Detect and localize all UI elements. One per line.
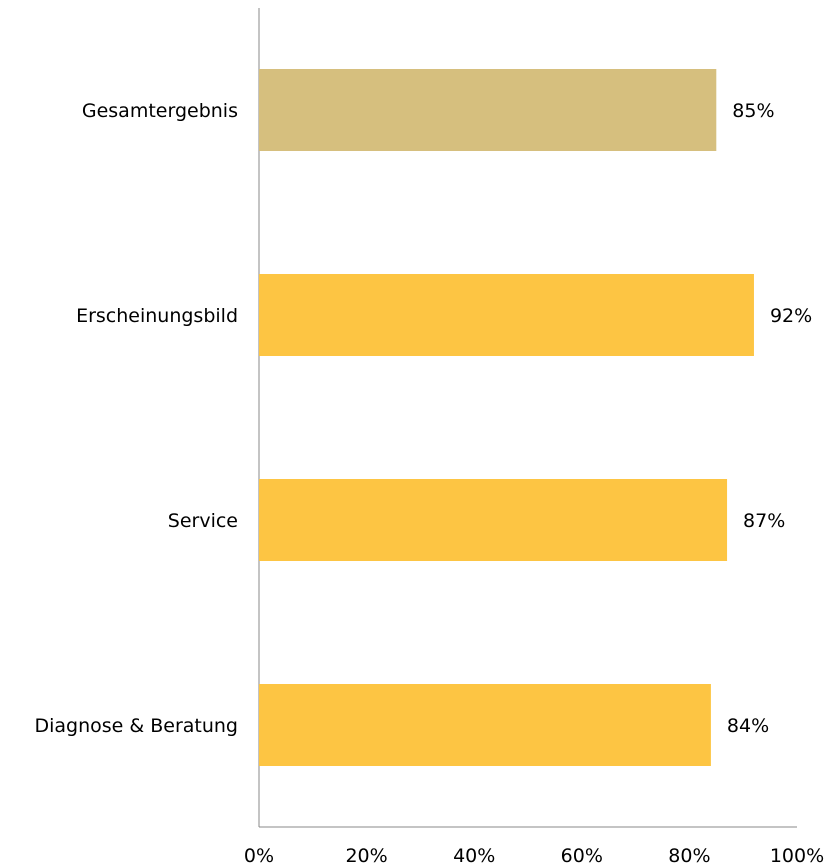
- value-label-3: 84%: [727, 715, 769, 737]
- x-tick-label-1: 20%: [345, 845, 387, 867]
- value-labels-group: 85% 92% 87% 84%: [727, 100, 812, 737]
- bar-3: [259, 684, 711, 766]
- bar-2: [259, 479, 728, 561]
- x-tick-labels-group: 0% 20% 40% 60% 80% 100%: [244, 845, 824, 867]
- x-tick-label-5: 100%: [770, 845, 824, 867]
- category-labels-group: Gesamtergebnis Erscheinungsbild Service Dia…: [34, 100, 238, 737]
- category-label-1: Erscheinungsbild: [76, 305, 238, 327]
- bar-0: [259, 69, 717, 151]
- x-tick-label-0: 0%: [244, 845, 274, 867]
- value-label-1: 92%: [770, 305, 812, 327]
- x-tick-label-2: 40%: [453, 845, 495, 867]
- bars-group: [259, 69, 754, 766]
- bar-1: [259, 274, 754, 356]
- x-tick-label-4: 80%: [668, 845, 710, 867]
- category-label-3: Diagnose & Beratung: [34, 715, 238, 737]
- category-label-0: Gesamtergebnis: [82, 100, 238, 122]
- category-label-2: Service: [168, 510, 238, 532]
- value-label-2: 87%: [743, 510, 785, 532]
- value-label-0: 85%: [732, 100, 774, 122]
- x-tick-label-3: 60%: [561, 845, 603, 867]
